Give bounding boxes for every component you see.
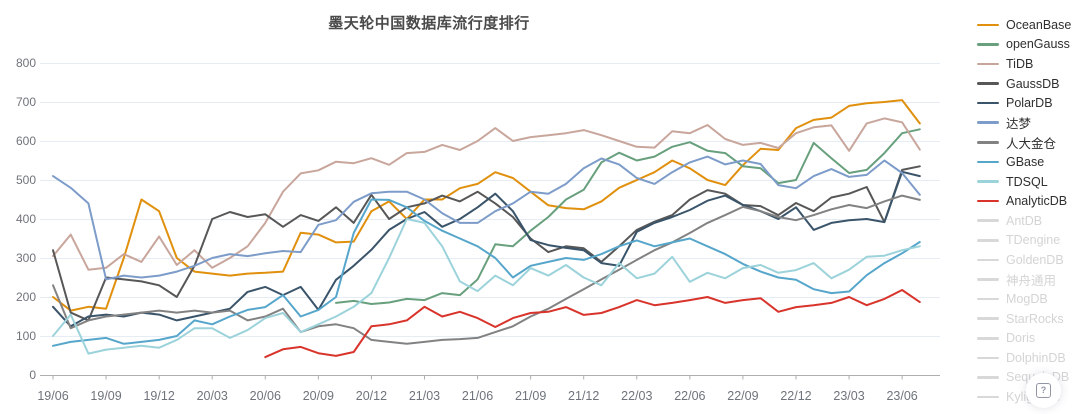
legend-label: openGauss: [1006, 37, 1070, 52]
series-line-达梦[interactable]: [52, 155, 921, 281]
legend-item-TDSQL[interactable]: TDSQL: [977, 172, 1080, 192]
legend-label: PolarDB: [1006, 96, 1053, 111]
legend-label: TiDB: [1006, 56, 1034, 71]
series-line-AnalyticDB[interactable]: [264, 289, 921, 359]
legend-line-swatch: [977, 395, 999, 399]
x-axis-label-20/12: 20/12: [356, 389, 387, 403]
y-axis-label-400: 400: [16, 212, 36, 226]
legend-item-Doris[interactable]: Doris: [977, 329, 1080, 349]
legend-label: GoldenDB: [1006, 252, 1064, 267]
series-line-PolarDB[interactable]: [52, 170, 921, 328]
legend-line-swatch: [977, 297, 999, 301]
legend-line-swatch: [977, 258, 999, 262]
legend-line-swatch: [977, 82, 999, 85]
series-line-GaussDB[interactable]: [52, 165, 921, 322]
x-axis-label-19/12: 19/12: [143, 389, 174, 403]
legend-label: GBase: [1006, 154, 1045, 169]
x-axis-label-19/09: 19/09: [90, 389, 121, 403]
legend-item-神舟通用[interactable]: 神舟通用: [977, 270, 1080, 290]
legend-label: Doris: [1006, 331, 1036, 346]
legend-line-swatch: [977, 160, 999, 164]
chart-legend: OceanBase openGauss TiDB GaussDB PolarDB 达梦人大…: [977, 15, 1080, 407]
series-line-TDSQL[interactable]: [52, 218, 921, 355]
chart-title: 墨天轮中国数据库流行度排行: [328, 15, 530, 32]
x-axis-label-19/06: 19/06: [37, 389, 68, 403]
legend-item-OceanBase[interactable]: OceanBase: [977, 15, 1080, 35]
x-axis-label-20/06: 20/06: [250, 389, 281, 403]
legend-item-GBase[interactable]: GBase: [977, 152, 1080, 172]
x-axis-label-21/03: 21/03: [409, 389, 440, 403]
legend-item-GoldenDB[interactable]: GoldenDB: [977, 250, 1080, 270]
legend-line-swatch: [977, 356, 999, 360]
legend-line-swatch: [977, 101, 999, 105]
legend-label: 神舟通用: [1006, 274, 1057, 289]
legend-label: 人大金仓: [1006, 136, 1057, 151]
legend-line-swatch: [977, 219, 999, 223]
legend-label: TDSQL: [1006, 174, 1048, 189]
legend-item-StarRocks[interactable]: StarRocks: [977, 309, 1080, 329]
y-axis-label-500: 500: [16, 173, 36, 187]
legend-line-swatch: [977, 278, 999, 281]
legend-line-swatch: [977, 121, 999, 125]
legend-label: AnalyticDB: [1006, 194, 1068, 209]
legend-label: GaussDB: [1006, 76, 1060, 91]
series-line-openGauss[interactable]: [335, 128, 921, 305]
legend-item-DolphinDB[interactable]: DolphinDB: [977, 348, 1080, 368]
x-axis-label-23/03: 23/03: [833, 389, 864, 403]
legend-label: MogDB: [1006, 292, 1048, 307]
help-button[interactable]: ?: [1026, 373, 1061, 408]
y-axis-label-700: 700: [16, 95, 36, 109]
y-axis-label-200: 200: [16, 290, 36, 304]
legend-item-AntDB[interactable]: AntDB: [977, 211, 1080, 231]
y-axis-label-600: 600: [16, 134, 36, 148]
legend-label: 达梦: [1006, 117, 1032, 132]
series-line-人大金仓[interactable]: [52, 194, 921, 345]
x-axis-label-23/06: 23/06: [886, 389, 917, 403]
legend-line-swatch: [977, 43, 999, 46]
legend-line-swatch: [977, 180, 999, 183]
legend-item-PolarDB[interactable]: PolarDB: [977, 93, 1080, 113]
question-mark-icon: ?: [1036, 383, 1051, 398]
legend-item-人大金仓[interactable]: 人大金仓: [977, 133, 1080, 153]
legend-item-GaussDB[interactable]: GaussDB: [977, 74, 1080, 94]
series-line-GBase[interactable]: [52, 198, 921, 347]
legend-line-swatch: [977, 141, 999, 144]
legend-line-swatch: [977, 376, 999, 379]
x-axis-label-22/06: 22/06: [674, 389, 705, 403]
x-axis-label-21/06: 21/06: [462, 389, 493, 403]
series-line-TiDB[interactable]: [52, 117, 921, 271]
legend-line-swatch: [977, 62, 999, 66]
legend-line-swatch: [977, 239, 999, 242]
x-axis-label-20/03: 20/03: [197, 389, 228, 403]
x-axis-label-22/09: 22/09: [727, 389, 758, 403]
y-axis-label-100: 100: [16, 329, 36, 343]
x-axis-label-21/12: 21/12: [568, 389, 599, 403]
legend-item-达梦[interactable]: 达梦: [977, 113, 1080, 133]
legend-item-AnalyticDB[interactable]: AnalyticDB: [977, 191, 1080, 211]
y-axis-label-0: 0: [29, 368, 36, 382]
legend-label: StarRocks: [1006, 311, 1064, 326]
series-line-OceanBase[interactable]: [52, 99, 921, 312]
x-axis-label-20/09: 20/09: [303, 389, 334, 403]
legend-label: TDengine: [1006, 233, 1061, 248]
legend-line-swatch: [977, 337, 999, 340]
legend-item-openGauss[interactable]: openGauss: [977, 35, 1080, 55]
legend-item-TDengine[interactable]: TDengine: [977, 231, 1080, 251]
y-axis-label-800: 800: [16, 56, 36, 70]
legend-item-TiDB[interactable]: TiDB: [977, 54, 1080, 74]
legend-label: DolphinDB: [1006, 350, 1066, 365]
legend-label: OceanBase: [1006, 17, 1072, 32]
legend-line-swatch: [977, 23, 999, 27]
legend-label: AntDB: [1006, 213, 1043, 228]
x-axis-label-22/03: 22/03: [621, 389, 652, 403]
legend-line-swatch: [977, 199, 999, 203]
legend-item-MogDB[interactable]: MogDB: [977, 289, 1080, 309]
x-axis-label-22/12: 22/12: [780, 389, 811, 403]
y-axis-label-300: 300: [16, 251, 36, 265]
x-axis-label-21/09: 21/09: [515, 389, 546, 403]
legend-line-swatch: [977, 317, 999, 320]
